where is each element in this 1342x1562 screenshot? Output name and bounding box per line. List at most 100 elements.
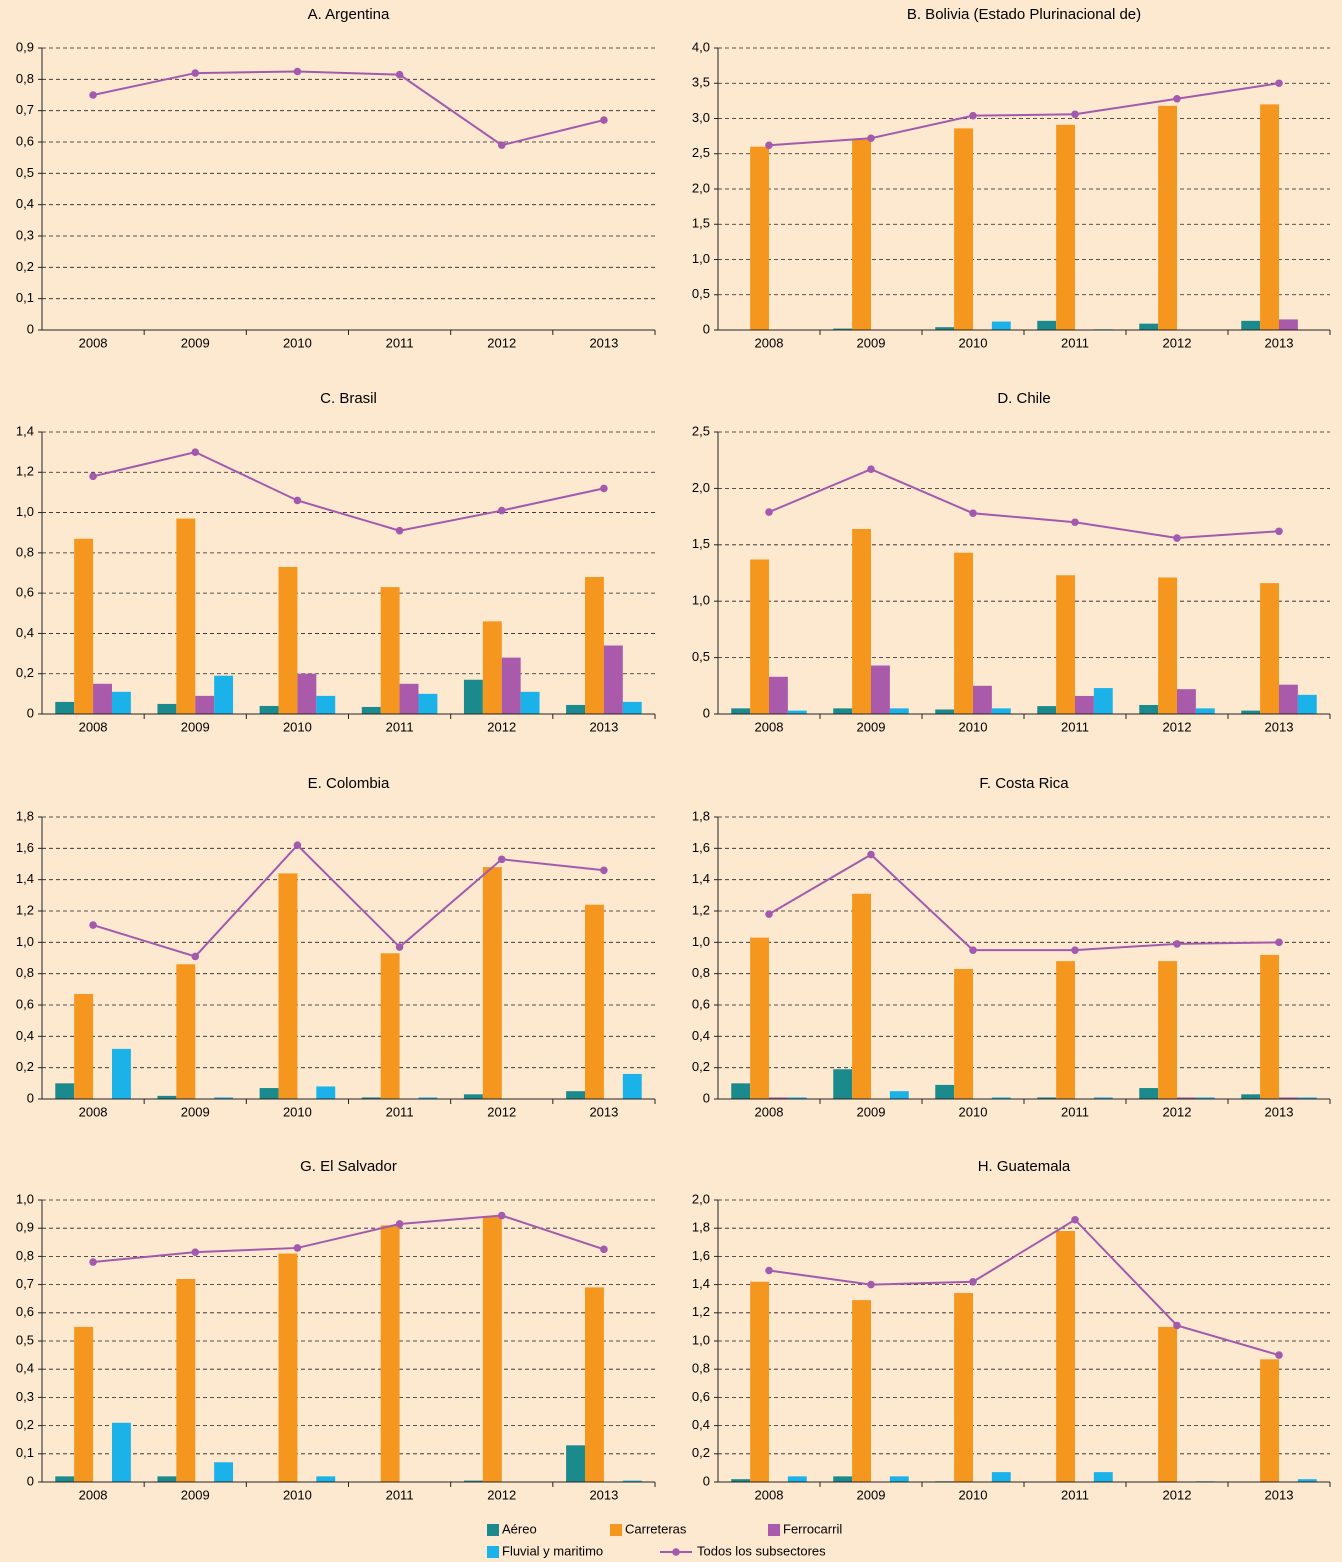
x-tick-label: 2013 [1265,719,1294,734]
y-tick-label: 3,0 [692,110,710,125]
bar [1158,577,1177,714]
bar [1139,323,1159,330]
y-tick-label: 0,5 [16,165,34,180]
y-tick-label: 1,0 [692,934,710,949]
line-marker [765,141,773,150]
legend-label: Aéreo [502,1521,537,1536]
line-marker [191,952,200,961]
y-tick-label: 2,0 [692,1191,710,1206]
bar [991,1097,1011,1099]
bar [991,708,1011,714]
line-marker [867,850,875,859]
line-marker [867,1280,875,1289]
bar [750,937,769,1099]
y-tick-label: 0,2 [16,259,34,274]
bar [935,327,955,330]
bar [787,710,807,714]
y-tick-label: 0,6 [16,133,34,148]
bar [750,1281,769,1482]
x-tick-label: 2013 [1265,335,1294,350]
line-marker [1173,534,1181,542]
line-marker [395,943,404,951]
x-tick-label: 2010 [283,719,312,734]
line-marker [1173,940,1181,948]
panel-title: B. Bolivia (Estado Plurinacional de) [907,6,1141,23]
y-tick-label: 1,0 [16,1191,34,1206]
line [92,843,605,958]
y-tick-label: 1,0 [692,593,710,608]
bar [1056,961,1075,1099]
bar [750,146,769,330]
y-tick-label: 1,2 [692,1304,710,1319]
panel-title: G. El Salvador [300,1158,397,1175]
x-tick-label: 2011 [386,335,414,350]
y-tick-label: 0,8 [692,1361,710,1376]
bar [787,1097,807,1099]
x-tick-label: 2011 [386,719,414,734]
panel-title: C. Brasil [320,390,377,407]
line-marker [1173,94,1181,103]
bar [622,701,642,714]
x-tick-label: 2010 [283,335,312,350]
bar [463,1094,483,1099]
bar [852,529,871,714]
line-marker [1071,518,1079,527]
bar [482,867,502,1099]
line [92,70,605,147]
x-tick-label: 2010 [283,1104,312,1119]
y-tick-label: 0,7 [16,102,34,117]
bar [74,994,94,1099]
line-marker [765,910,773,918]
line-marker [1173,1321,1181,1330]
bar [1093,1097,1113,1099]
bar [954,968,973,1099]
bar [1297,694,1317,714]
bar [214,675,234,714]
bar [1279,684,1298,714]
x-tick-label: 2009 [857,1104,886,1119]
legend-label: Todos los subsectores [697,1543,826,1558]
y-tick-label: 1,8 [16,808,34,823]
y-tick-label: 1,4 [16,871,34,886]
y-tick-label: 0,8 [16,544,34,559]
line-marker [969,509,977,518]
line-marker [1275,79,1283,88]
y-tick-label: 0,6 [692,1389,710,1404]
y-tick-label: 0 [703,1473,710,1488]
x-tick-label: 2008 [79,335,108,350]
bar [1139,704,1159,714]
x-tick-label: 2008 [79,1487,108,1502]
bar [316,695,336,714]
bar [731,1479,751,1482]
y-tick-label: 0,4 [16,1028,34,1043]
bar [297,673,317,714]
y-tick-label: 1,6 [692,840,710,855]
y-tick-label: 0,4 [16,625,34,640]
y-tick-label: 0 [27,705,34,720]
bar [973,685,992,714]
y-tick-label: 0,1 [16,290,34,305]
line-marker [293,496,302,505]
legend-label: Ferrocarril [783,1521,842,1536]
bar [731,708,751,714]
bar [1093,1472,1113,1482]
y-tick-label: 0,8 [692,965,710,980]
y-tick-label: 0 [703,321,710,336]
x-tick-label: 2012 [487,719,516,734]
x-tick-label: 2012 [487,1487,516,1502]
y-tick-label: 0,2 [692,1059,710,1074]
bar [1139,1088,1159,1099]
bar [889,1091,909,1099]
bar [935,709,955,714]
y-tick-label: 1,2 [16,464,34,479]
y-tick-label: 0,4 [16,196,34,211]
bar [214,1462,234,1482]
bar [361,1097,381,1099]
bar [833,708,853,714]
x-tick-label: 2012 [1163,1487,1192,1502]
bar [1260,104,1279,331]
bar [157,1476,177,1482]
y-tick-label: 2,5 [692,423,710,438]
bar [380,1225,400,1482]
bar [74,1326,94,1482]
